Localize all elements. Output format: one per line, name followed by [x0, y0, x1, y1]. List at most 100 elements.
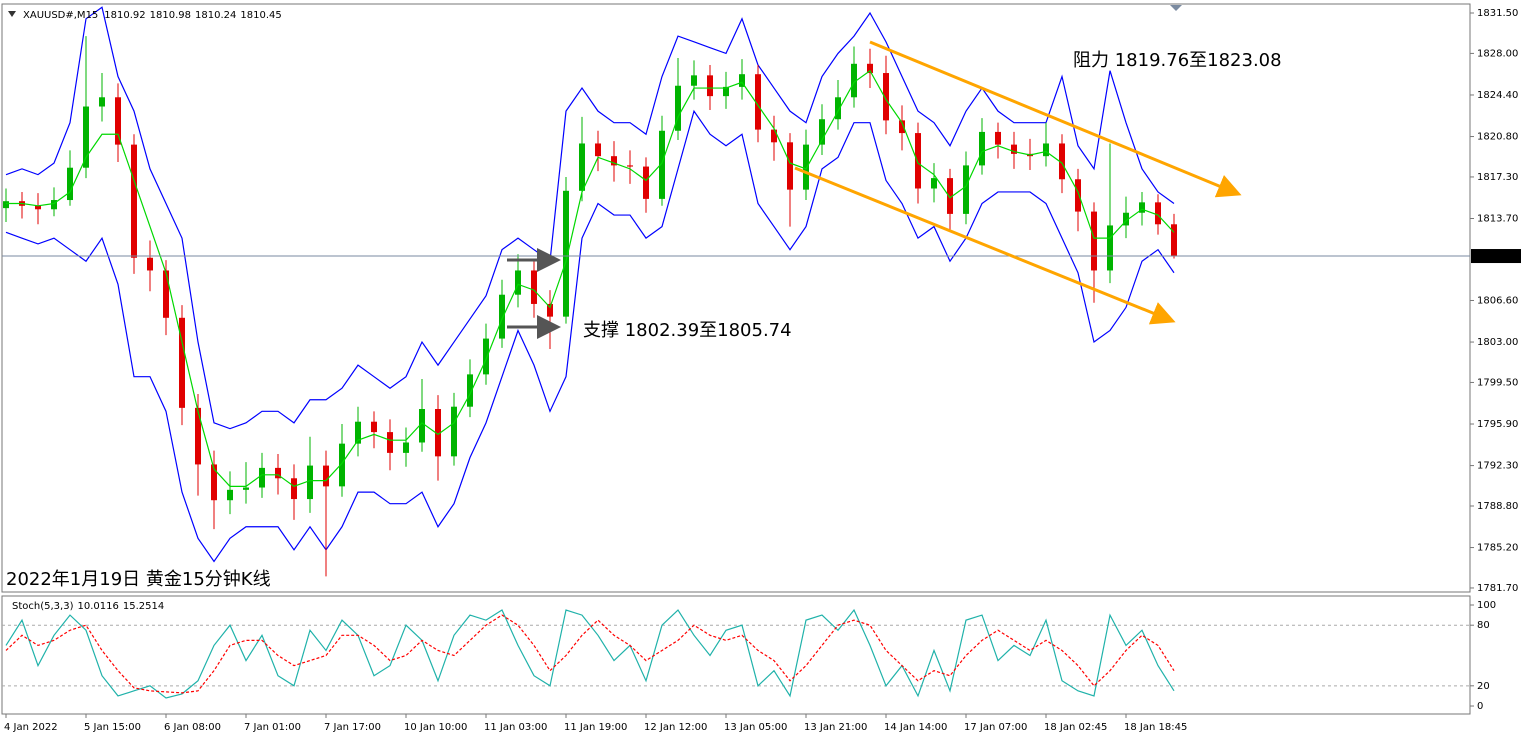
candle-body	[355, 421, 361, 444]
indicator-line	[5, 109, 1175, 563]
candle-body	[483, 338, 489, 375]
candle-body	[179, 317, 185, 408]
y-tick-label: 1824.40	[1477, 90, 1518, 101]
candle-body	[851, 63, 857, 98]
high-readout: 1810.98	[150, 10, 191, 21]
y-tick-label: 1795.90	[1477, 419, 1518, 430]
x-tick-label: 5 Jan 15:00	[84, 722, 141, 733]
x-tick-label: 4 Jan 2022	[4, 722, 58, 733]
candle-body	[691, 75, 697, 86]
support-channel	[794, 166, 1176, 325]
y-tick-label: 1792.30	[1477, 461, 1518, 472]
candle-body	[339, 443, 345, 487]
candle-body	[67, 167, 73, 201]
last-price-label: 1810.45	[1476, 251, 1517, 262]
candle-body	[35, 205, 41, 210]
candle-body	[83, 106, 89, 168]
x-tick-label: 17 Jan 07:00	[964, 722, 1027, 733]
candle-body	[899, 120, 905, 134]
y-tick-label: 20	[1477, 681, 1490, 692]
candle-body	[1011, 144, 1017, 154]
x-tick-label: 11 Jan 03:00	[484, 722, 547, 733]
y-tick-label: 1785.20	[1477, 543, 1518, 554]
y-tick-label: 1806.60	[1477, 295, 1518, 306]
x-tick-label: 7 Jan 01:00	[244, 722, 301, 733]
plot-layer: 1831.50 1828.00 1824.40 1820.80 1817.30 1813.…	[2, 6, 1521, 733]
candle-body	[3, 201, 9, 209]
candle-body	[467, 374, 473, 407]
candle-body	[995, 131, 1001, 145]
candle-body	[115, 97, 121, 145]
candle-body	[643, 166, 649, 199]
candle-body	[1091, 211, 1097, 271]
stoch-signal-readout: 15.2514	[123, 601, 164, 612]
annotation: 阻力 1819.76至1823.08	[1073, 50, 1282, 71]
candle-body	[499, 294, 505, 339]
annotation: 2022年1月19日 黄金15分钟K线	[6, 569, 271, 590]
candle-body	[163, 270, 169, 318]
candle-body	[675, 85, 681, 131]
y-tick-label: 0	[1477, 701, 1483, 712]
candle-body	[931, 178, 937, 189]
candle-body	[1171, 224, 1177, 257]
y-tick-label: 1813.70	[1477, 214, 1518, 225]
candle-body	[131, 144, 137, 258]
candle-body	[195, 407, 201, 465]
x-tick-label: 7 Jan 17:00	[324, 722, 381, 733]
y-tick-label: 1817.30	[1477, 172, 1518, 183]
candle-body	[979, 131, 985, 166]
menu-icon	[8, 11, 16, 17]
candle-body	[611, 156, 617, 166]
candle-body	[1139, 202, 1145, 213]
candle-body	[307, 465, 313, 500]
y-tick-label: 1781.70	[1477, 583, 1518, 594]
symbol: XAUUSD#,M15	[23, 10, 98, 21]
candle-body	[403, 442, 409, 453]
x-tick-label: 11 Jan 19:00	[564, 722, 627, 733]
candle-body	[1107, 225, 1113, 271]
candle-body	[291, 478, 297, 500]
candle-body	[915, 133, 921, 189]
close-readout: 1810.45	[240, 10, 281, 21]
open-readout: 1810.92	[104, 10, 145, 21]
candle-body	[835, 97, 841, 120]
y-tick-label: 80	[1477, 620, 1490, 631]
candle-body	[707, 75, 713, 97]
candle-body	[243, 487, 249, 490]
annotation: 支撑 1802.39至1805.74	[583, 320, 792, 341]
y-tick-label: 1799.50	[1477, 377, 1518, 388]
y-tick-label: 1803.00	[1477, 337, 1518, 348]
indicator-line	[5, 608, 1175, 699]
indicator-line	[5, 6, 1175, 430]
candle-body	[531, 270, 537, 304]
candle-body	[579, 143, 585, 191]
stoch-main-readout: 10.0116	[77, 601, 118, 612]
candle-body	[563, 190, 569, 317]
candle-body	[371, 421, 377, 433]
candle-body	[867, 63, 873, 74]
candle-body	[99, 97, 105, 107]
stoch-title: Stoch(5,3,3)	[12, 601, 74, 612]
candle-body	[819, 119, 825, 145]
shift-marker	[1170, 5, 1182, 11]
candle-body	[1155, 202, 1161, 225]
candle-body	[947, 178, 953, 214]
stoch-header: Stoch(5,3,3) 10.0116 15.2514	[12, 601, 164, 612]
x-tick-label: 13 Jan 21:00	[804, 722, 867, 733]
x-tick-label: 18 Jan 02:45	[1044, 722, 1107, 733]
candle-body	[1075, 179, 1081, 212]
header: XAUUSD#,M15 1810.92 1810.98 1810.24 1810.45	[23, 10, 282, 21]
candle-body	[387, 432, 393, 453]
candle-body	[323, 465, 329, 487]
x-tick-label: 12 Jan 12:00	[644, 722, 707, 733]
indicator-line	[5, 614, 1175, 694]
candle-body	[435, 409, 441, 457]
candle-body	[227, 489, 233, 501]
candle-body	[803, 144, 809, 190]
y-tick-label: 1820.80	[1477, 132, 1518, 143]
candle-body	[275, 467, 281, 479]
candle-body	[755, 74, 761, 130]
candle-body	[1043, 143, 1049, 157]
candle-body	[659, 130, 665, 199]
